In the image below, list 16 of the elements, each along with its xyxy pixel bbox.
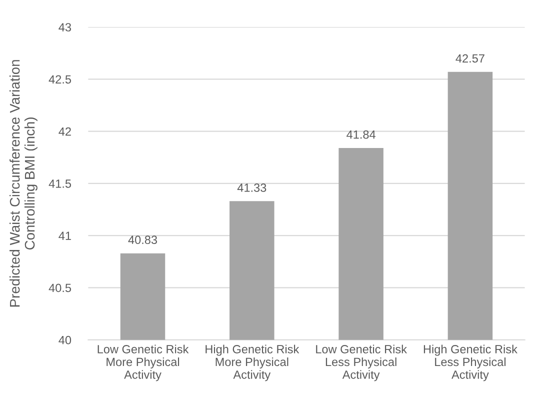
- x-tick-label: Low Genetic Risk More Physical Activity: [98, 344, 189, 382]
- y-tick-label: 42.5: [48, 75, 72, 84]
- x-tick-label: High Genetic Risk More Physical Activity: [206, 344, 300, 382]
- y-tick-label: 41: [58, 232, 71, 240]
- y-tick-label: 40: [58, 336, 72, 344]
- y-axis-title: Predicted Waist Circumference Variation Controlling BMI (inch): [10, 60, 38, 307]
- y-tick-label: 43: [58, 23, 71, 32]
- x-tick-label: High Genetic Risk Less Physical Activity: [424, 344, 518, 382]
- data-label: 41.33: [237, 184, 266, 192]
- data-label: 41.84: [346, 130, 376, 139]
- y-tick-label: 42: [58, 127, 71, 136]
- y-tick-label: 41.5: [48, 180, 72, 188]
- data-label: 42.57: [456, 54, 484, 63]
- x-tick-label: Low Genetic Risk Less Physical Activity: [316, 344, 407, 382]
- y-tick-label: 40.5: [48, 284, 72, 292]
- data-label: 40.83: [128, 236, 158, 244]
